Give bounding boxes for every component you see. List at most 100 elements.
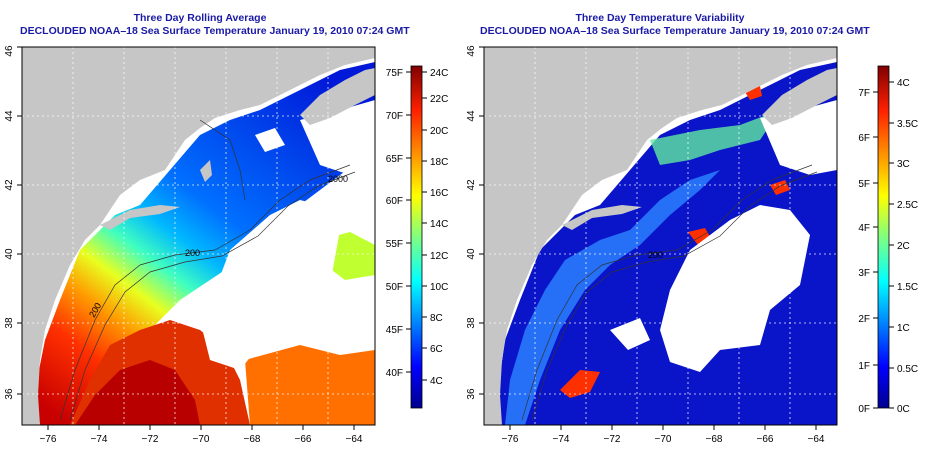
left-x-tick-3: −72 [142, 434, 159, 445]
left-cb-c-6: 14C [430, 219, 448, 230]
left-cb-c-2: 6C [430, 344, 443, 355]
right-y-tick-2: 38 [466, 317, 477, 329]
left-y-tick-2: 38 [4, 317, 15, 329]
left-cb-c-7: 16C [430, 188, 448, 199]
left-cb-f-5: 60F [386, 196, 403, 207]
right-colorbar [877, 65, 890, 409]
right-land [484, 47, 837, 425]
right-contour-label-1: 200 [648, 250, 663, 260]
left-contour-label-3: 2000 [328, 174, 348, 184]
left-x-tick-1: −76 [40, 434, 57, 445]
left-cb-c-8: 18C [430, 157, 448, 168]
left-hot-core [75, 360, 200, 425]
right-cb-c-5: 2C [897, 241, 910, 252]
right-y-tick-4: 42 [466, 179, 477, 191]
left-x-tick-5: −68 [244, 434, 261, 445]
right-cb-f-8: 7F [858, 88, 870, 99]
left-cb-c-3: 8C [430, 313, 443, 324]
left-land [22, 47, 375, 425]
left-grid [22, 47, 375, 425]
right-cb-c-8: 3.5C [897, 119, 918, 130]
right-y-tick-1: 36 [466, 388, 477, 400]
right-x-tick-3: −72 [604, 434, 621, 445]
left-map-frame [21, 46, 376, 426]
right-x-tick-2: −74 [553, 434, 570, 445]
right-title-line2: DECLOUDED NOAA–18 Sea Surface Temperatur… [480, 25, 870, 37]
left-x-axis [47, 425, 355, 430]
left-title-line1: Three Day Rolling Average [133, 12, 267, 24]
right-light-blue-shelf [505, 170, 720, 425]
left-orange-patches [245, 345, 375, 425]
right-colorbar-ticks [873, 81, 894, 409]
right-x-tick-4: −70 [655, 434, 672, 445]
right-cb-c-2: 0.5C [897, 364, 918, 375]
left-cb-f-1: 40F [386, 368, 403, 379]
left-y-axis [17, 46, 22, 395]
left-cb-c-5: 12C [430, 251, 448, 262]
right-cb-c-6: 2.5C [897, 200, 918, 211]
left-long-island [100, 205, 180, 230]
left-x-tick-2: −74 [91, 434, 108, 445]
left-x-tick-4: −70 [193, 434, 210, 445]
left-cb-f-7: 70F [386, 111, 403, 122]
right-cb-c-4: 1.5C [897, 282, 918, 293]
right-x-tick-6: −66 [757, 434, 774, 445]
left-cb-c-9: 20C [430, 126, 448, 137]
left-y-tick-4: 42 [4, 179, 15, 191]
left-y-tick-5: 44 [4, 110, 15, 122]
right-cb-c-1: 0C [897, 404, 910, 415]
left-y-tick-6: 46 [4, 45, 15, 57]
right-cb-c-9: 4C [897, 78, 910, 89]
right-y-axis [479, 46, 484, 395]
right-long-island [562, 205, 642, 230]
left-title-line2: DECLOUDED NOAA–18 Sea Surface Temperatur… [20, 25, 410, 37]
right-x-tick-1: −76 [502, 434, 519, 445]
right-cb-c-3: 1C [897, 323, 910, 334]
right-map: 200 [484, 47, 837, 425]
right-map-frame [483, 46, 838, 426]
right-title: Three Day Temperature Variability DECLOU… [480, 12, 870, 38]
right-cb-f-7: 6F [858, 133, 870, 144]
left-contour-label-1: 200 [185, 248, 200, 258]
left-nova-scotia [300, 68, 375, 125]
left-cb-c-4: 10C [430, 282, 448, 293]
left-no-data-areas [200, 100, 375, 370]
left-cb-f-2: 45F [386, 325, 403, 336]
right-cb-f-3: 2F [858, 314, 870, 325]
left-map: 200 200 2000 [22, 47, 375, 425]
left-cb-f-6: 65F [386, 154, 403, 165]
right-y-tick-3: 40 [466, 248, 477, 260]
left-x-tick-6: −66 [295, 434, 312, 445]
right-y-tick-6: 46 [466, 45, 477, 57]
left-colorbar [410, 65, 423, 409]
left-y-tick-1: 36 [4, 388, 15, 400]
left-cape-cod [200, 160, 212, 182]
left-title: Three Day Rolling Average DECLOUDED NOAA… [20, 12, 410, 38]
right-nova-scotia [762, 68, 837, 125]
left-colorbar-ticks [406, 71, 427, 381]
left-x-tick-7: −64 [346, 434, 363, 445]
right-contours [521, 164, 818, 421]
right-x-axis [509, 425, 817, 430]
right-cb-f-6: 5F [858, 179, 870, 190]
left-cb-f-4: 55F [386, 239, 403, 250]
right-cb-f-2: 1F [858, 361, 870, 372]
right-x-tick-5: −68 [706, 434, 723, 445]
left-cb-f-8: 75F [386, 68, 403, 79]
left-y-tick-3: 40 [4, 248, 15, 260]
right-title-line1: Three Day Temperature Variability [575, 12, 745, 24]
left-cb-c-1: 4C [430, 376, 443, 387]
left-cb-c-10: 22C [430, 94, 448, 105]
right-x-tick-7: −64 [808, 434, 825, 445]
right-gulf-maine-high [650, 110, 780, 165]
left-contours [59, 119, 356, 421]
right-cb-f-5: 4F [858, 223, 870, 234]
left-cb-c-11: 24C [430, 68, 448, 79]
right-no-data-areas [610, 100, 837, 372]
right-cb-c-7: 3C [897, 159, 910, 170]
right-y-tick-5: 44 [466, 110, 477, 122]
left-cb-f-3: 50F [386, 282, 403, 293]
left-sst-field [35, 62, 375, 425]
right-cb-f-1: 0F [858, 404, 870, 415]
